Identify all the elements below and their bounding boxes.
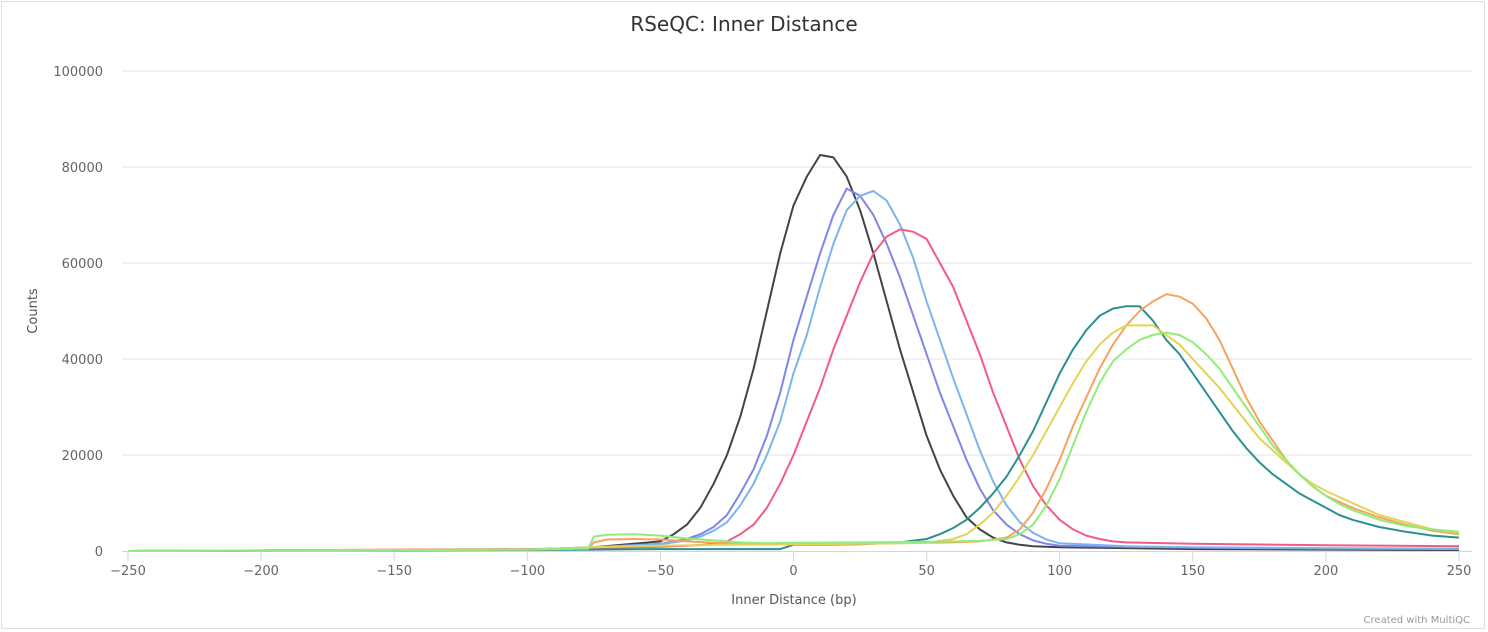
chart-title: RSeQC: Inner Distance: [630, 12, 858, 36]
series-lines: [127, 154, 1460, 552]
y-tick-label: 0: [95, 545, 103, 560]
y-axis-ticks: 0 20000 40000 60000 80000 100000: [53, 65, 103, 560]
series-line-sample-orange[interactable]: [127, 293, 1460, 552]
x-tick-label: 150: [1180, 564, 1205, 579]
x-axis-label: Inner Distance (bp): [731, 593, 856, 608]
multiqc-credit[interactable]: Created with MultiQC: [1363, 615, 1470, 626]
y-tick-label: 80000: [62, 161, 103, 176]
x-tick-label: 0: [789, 564, 797, 579]
y-tick-label: 100000: [53, 65, 103, 80]
x-tick-label: −250: [110, 564, 146, 579]
series-line-sample-lightblue[interactable]: [127, 190, 1460, 552]
x-tick-label: −200: [243, 564, 279, 579]
x-tick-label: 50: [918, 564, 935, 579]
series-line-sample-black[interactable]: [127, 154, 1460, 552]
y-axis-label: Counts: [26, 288, 41, 334]
y-tick-label: 20000: [62, 449, 103, 464]
series-line-sample-green[interactable]: [127, 331, 1460, 552]
x-tick-label: −150: [376, 564, 412, 579]
x-axis: −250 −200 −150 −100 −50 0 50 100 150 200 250: [110, 551, 1472, 579]
series-line-sample-purple[interactable]: [127, 187, 1460, 552]
gridlines: [122, 70, 1472, 456]
x-tick-label: 250: [1447, 564, 1472, 579]
y-tick-label: 60000: [62, 257, 103, 272]
series-line-sample-red[interactable]: [127, 228, 1460, 552]
y-tick-label: 40000: [62, 353, 103, 368]
x-tick-label: −50: [647, 564, 674, 579]
x-tick-label: −100: [509, 564, 545, 579]
x-tick-label: 100: [1047, 564, 1072, 579]
x-tick-label: 200: [1313, 564, 1338, 579]
